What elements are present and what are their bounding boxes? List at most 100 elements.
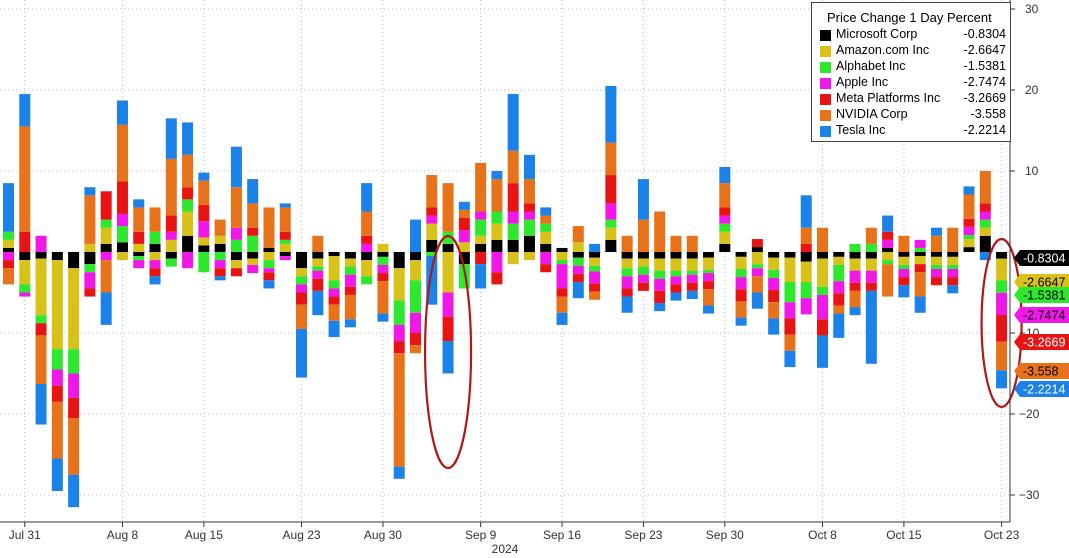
bar-segment — [491, 211, 503, 224]
bar-segment — [198, 237, 210, 246]
bar-segment — [133, 231, 145, 244]
bar-segment — [670, 252, 682, 259]
bar-segment — [3, 231, 14, 240]
bar-segment — [817, 319, 828, 336]
bar-segment — [377, 313, 389, 322]
end-label-text: -2.7474 — [1023, 309, 1065, 323]
legend-series-name: Microsoft Corp — [836, 27, 918, 41]
bar-segment — [51, 349, 63, 370]
bar-segment — [898, 256, 910, 265]
bar-segment — [800, 281, 812, 299]
bar-segment — [719, 231, 731, 244]
bar-segment — [523, 211, 535, 220]
bar-segment — [165, 158, 177, 216]
bar-segment — [442, 252, 454, 293]
bar-segment — [621, 276, 633, 289]
bar-segment — [312, 266, 324, 271]
bar-segment — [833, 313, 845, 338]
bar-segment — [3, 252, 14, 261]
bar-segment — [230, 268, 242, 277]
bar-segment — [947, 227, 959, 252]
bar-segment — [865, 258, 877, 271]
bar-segment — [572, 242, 584, 252]
bar-segment — [703, 305, 715, 314]
bar-segment — [51, 369, 63, 386]
bar-segment — [230, 260, 242, 269]
bar-segment — [865, 282, 877, 291]
bar-segment — [426, 223, 438, 240]
bar-segment — [328, 280, 340, 289]
bar-segment — [914, 239, 926, 248]
legend-swatch — [820, 30, 831, 41]
bar-segment — [410, 312, 421, 333]
bar-segment — [247, 179, 259, 204]
bar-segment — [703, 269, 715, 274]
bar-segment — [735, 256, 747, 270]
bar-segment — [800, 227, 812, 244]
bar-segment — [182, 211, 194, 236]
bar-segment — [849, 290, 861, 308]
bar-segment — [914, 256, 926, 265]
bar-segment — [149, 276, 161, 285]
bar-segment — [686, 252, 698, 259]
bar-segment — [621, 268, 633, 277]
bar-segment — [670, 276, 682, 285]
bar-segment — [100, 243, 112, 252]
bar-segment — [133, 207, 145, 232]
bar-segment — [361, 235, 373, 244]
bar-segment — [621, 296, 633, 313]
x-tick-label: Oct 8 — [808, 528, 837, 542]
bar-segment — [344, 266, 356, 275]
bar-segment — [475, 211, 487, 220]
bar-segment — [426, 239, 438, 252]
bar-segment — [165, 118, 177, 159]
bar-segment — [930, 252, 942, 257]
bar-segment — [507, 223, 519, 240]
bar-segment — [475, 235, 487, 244]
bar-segment — [35, 384, 47, 425]
bar-segment — [491, 252, 503, 273]
bar-segment — [882, 252, 894, 261]
legend-series-name: Meta Platforms Inc — [836, 91, 941, 105]
bar-segment — [637, 252, 649, 259]
y-tick-label: 10 — [1019, 164, 1039, 178]
legend-series-value: -3.2669 — [963, 91, 1006, 105]
bar-segment — [507, 211, 519, 224]
bar-segment — [719, 215, 731, 224]
bar-segment — [165, 239, 177, 252]
bar-segment — [491, 272, 503, 285]
legend-swatch — [820, 126, 831, 137]
legend-series-value: -2.6647 — [963, 43, 1006, 57]
bar-segment — [833, 281, 845, 294]
bar-segment — [230, 187, 242, 228]
bar-segment — [19, 260, 31, 285]
bar-segment — [800, 195, 812, 228]
bar-segment — [198, 180, 210, 206]
bar-segment — [751, 264, 763, 269]
bar-segment — [361, 260, 373, 277]
bar-segment — [784, 302, 796, 319]
bar-segment — [475, 264, 487, 289]
bar-segment — [556, 247, 568, 252]
legend-series-value: -1.5381 — [963, 59, 1006, 73]
bar-segment — [475, 219, 487, 236]
bar-segment — [182, 122, 194, 155]
bar-segment — [116, 181, 128, 214]
end-label-text: -0.8304 — [1023, 252, 1065, 266]
bar-segment — [784, 334, 796, 351]
end-label-text: -2.2214 — [1023, 383, 1065, 397]
bar-segment — [84, 264, 96, 273]
bar-segment — [589, 252, 601, 258]
bar-segment — [279, 231, 291, 240]
bar-segment — [849, 252, 861, 259]
legend-swatch — [820, 46, 831, 57]
bar-segment — [165, 215, 177, 232]
bar-segment — [637, 282, 649, 291]
bar-segment — [963, 234, 975, 240]
legend-swatch — [820, 110, 831, 121]
bar-segment — [947, 269, 959, 278]
bar-segment — [458, 242, 470, 252]
bar-segment — [475, 252, 487, 265]
bar-segment — [51, 385, 63, 402]
bar-segment — [751, 239, 763, 248]
